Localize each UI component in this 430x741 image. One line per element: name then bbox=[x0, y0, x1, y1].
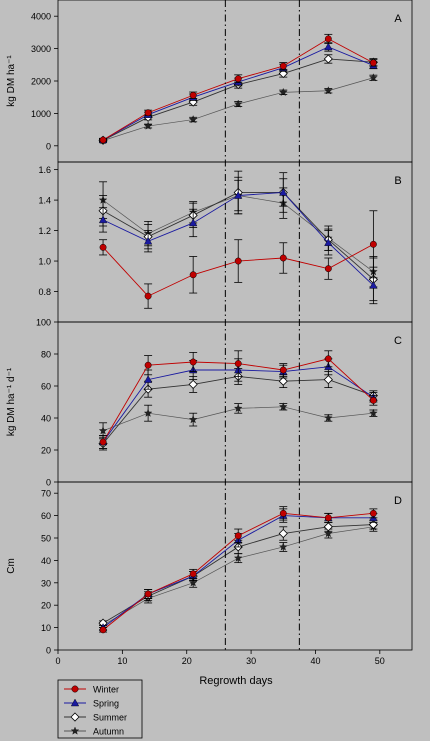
legend-label: Autumn bbox=[93, 727, 124, 737]
y-tick-label: 70 bbox=[41, 489, 51, 499]
y-tick-label: 50 bbox=[41, 534, 51, 544]
y-tick-label: 80 bbox=[41, 350, 51, 360]
data-point bbox=[190, 359, 196, 365]
data-point bbox=[100, 137, 106, 143]
y-tick-label: 0 bbox=[46, 646, 51, 656]
data-point bbox=[145, 591, 151, 597]
x-tick-label: 30 bbox=[246, 656, 256, 666]
y-axis-label: kg DM ha⁻¹ d⁻¹ bbox=[6, 367, 17, 436]
x-tick-label: 50 bbox=[375, 656, 385, 666]
legend-label: Spring bbox=[93, 699, 119, 709]
y-tick-label: 20 bbox=[41, 446, 51, 456]
legend-label: Winter bbox=[93, 685, 119, 695]
data-point bbox=[100, 244, 106, 250]
y-tick-label: 20 bbox=[41, 601, 51, 611]
x-tick-label: 0 bbox=[55, 656, 60, 666]
legend-marker bbox=[72, 686, 78, 692]
y-tick-label: 1.4 bbox=[38, 196, 51, 206]
data-point bbox=[325, 36, 331, 42]
data-point bbox=[280, 63, 286, 69]
data-point bbox=[370, 510, 376, 516]
data-point bbox=[235, 533, 241, 539]
x-tick-label: 40 bbox=[310, 656, 320, 666]
data-point bbox=[190, 272, 196, 278]
y-tick-label: 3000 bbox=[31, 44, 51, 54]
data-point bbox=[280, 367, 286, 373]
y-tick-label: 4000 bbox=[31, 12, 51, 22]
x-tick-label: 10 bbox=[117, 656, 127, 666]
panel-label: B bbox=[394, 175, 401, 187]
y-axis-label: Cm bbox=[6, 558, 17, 574]
data-point bbox=[145, 110, 151, 116]
x-tick-label: 20 bbox=[182, 656, 192, 666]
data-point bbox=[235, 360, 241, 366]
data-point bbox=[370, 60, 376, 66]
panel-label: C bbox=[394, 335, 402, 347]
data-point bbox=[370, 241, 376, 247]
y-tick-label: 30 bbox=[41, 578, 51, 588]
data-point bbox=[235, 76, 241, 82]
data-point bbox=[325, 515, 331, 521]
data-point bbox=[280, 510, 286, 516]
data-point bbox=[325, 356, 331, 362]
y-tick-label: 1000 bbox=[31, 109, 51, 119]
y-tick-label: 100 bbox=[36, 318, 51, 328]
y-tick-label: 2000 bbox=[31, 77, 51, 87]
legend-label: Summer bbox=[93, 713, 127, 723]
data-point bbox=[190, 92, 196, 98]
data-point bbox=[325, 265, 331, 271]
data-point bbox=[145, 362, 151, 368]
y-tick-label: 40 bbox=[41, 414, 51, 424]
y-tick-label: 0 bbox=[46, 478, 51, 488]
y-tick-label: 1.6 bbox=[38, 165, 51, 175]
y-tick-label: 40 bbox=[41, 556, 51, 566]
data-point bbox=[190, 571, 196, 577]
y-tick-label: 60 bbox=[41, 511, 51, 521]
y-axis-label: kg DM ha⁻¹ bbox=[6, 55, 17, 107]
x-axis-label: Regrowth days bbox=[199, 675, 273, 687]
data-point bbox=[145, 293, 151, 299]
y-tick-label: 60 bbox=[41, 382, 51, 392]
y-tick-label: 0 bbox=[46, 141, 51, 151]
panel-label: A bbox=[394, 13, 402, 25]
y-tick-label: 10 bbox=[41, 623, 51, 633]
y-tick-label: 0.8 bbox=[38, 287, 51, 297]
y-tick-label: 1.0 bbox=[38, 257, 51, 267]
data-point bbox=[100, 627, 106, 633]
data-point bbox=[370, 397, 376, 403]
y-tick-label: 1.2 bbox=[38, 226, 51, 236]
data-point bbox=[100, 439, 106, 445]
data-point bbox=[235, 258, 241, 264]
panel-label: D bbox=[394, 495, 402, 507]
data-point bbox=[280, 255, 286, 261]
